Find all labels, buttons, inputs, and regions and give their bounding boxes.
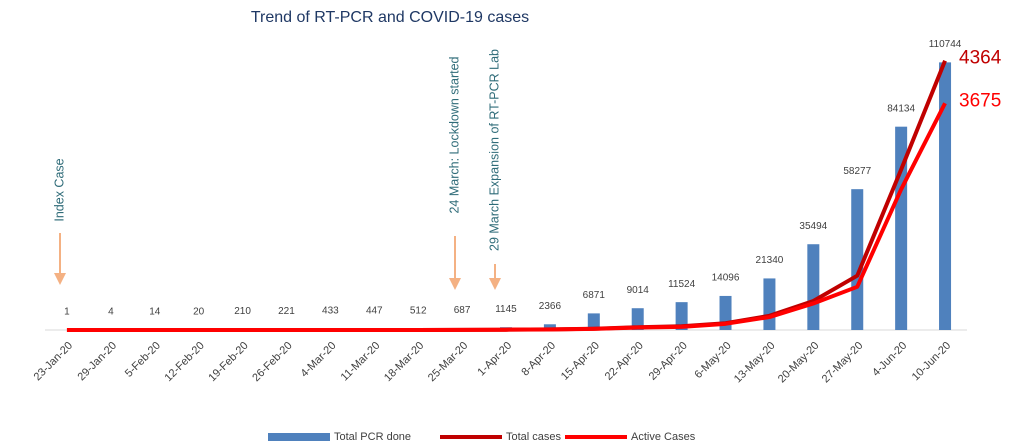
data-label: 11524 (668, 279, 696, 290)
x-tick-label: 27-May-20 (820, 340, 866, 386)
annotation: 29 March Expansion of RT-PCR Lab (487, 49, 501, 251)
data-label: 35494 (799, 221, 827, 232)
x-tick-label: 6-May-20 (692, 340, 733, 381)
x-tick-label: 5-Feb-20 (123, 340, 163, 380)
data-label: 447 (366, 306, 383, 317)
data-label: 14096 (712, 273, 740, 284)
annotation: Index Case (52, 158, 66, 221)
data-label: 4 (108, 307, 114, 318)
chart-title: Trend of RT-PCR and COVID-19 cases (251, 9, 529, 26)
data-label: 6871 (583, 290, 606, 301)
x-tick-label: 13-May-20 (732, 340, 778, 386)
bar (675, 302, 688, 330)
data-label: 221 (278, 306, 295, 317)
x-tick-label: 25-Mar-20 (426, 340, 470, 384)
bar (587, 313, 600, 330)
data-label: 210 (234, 306, 251, 317)
x-tick-label: 12-Feb-20 (162, 340, 206, 384)
x-tick-label: 29-Apr-20 (647, 340, 690, 383)
bar (543, 324, 556, 330)
data-label: 1 (64, 307, 70, 318)
bar (851, 189, 864, 330)
data-label: 14 (149, 307, 161, 318)
annotation-arrowhead (54, 273, 66, 285)
data-label: 84134 (887, 103, 915, 114)
bar (807, 244, 820, 330)
legend-swatch (268, 433, 330, 441)
data-label: 2366 (539, 301, 562, 312)
x-tick-label: 29-Jan-20 (76, 340, 120, 384)
data-label: 1145 (495, 304, 517, 315)
x-tick-label: 18-Mar-20 (382, 340, 426, 384)
x-tick-label: 15-Apr-20 (559, 340, 602, 383)
x-tick-label: 26-Feb-20 (250, 340, 294, 384)
data-label: 110744 (929, 39, 962, 50)
end-label: 3675 (959, 90, 1001, 111)
x-tick-label: 23-Jan-20 (32, 340, 76, 384)
legend-label: Total cases (506, 431, 562, 443)
legend-label: Total PCR done (334, 431, 411, 443)
x-tick-label: 10-Jun-20 (910, 340, 954, 384)
x-tick-label: 1-Apr-20 (475, 340, 514, 379)
annotation-arrowhead (489, 278, 501, 290)
data-label: 687 (454, 305, 471, 316)
annotation: 24 March: Lockdown started (447, 56, 461, 213)
annotation-arrowhead (449, 278, 461, 290)
x-tick-label: 20-May-20 (776, 340, 822, 386)
x-tick-label: 4-Mar-20 (299, 340, 339, 380)
bar (939, 62, 952, 331)
bar (763, 278, 776, 330)
data-label: 20 (193, 307, 205, 318)
x-tick-label: 19-Feb-20 (206, 340, 250, 384)
line (66, 102, 947, 332)
data-label: 58277 (843, 166, 871, 177)
legend-label: Active Cases (631, 431, 696, 443)
x-tick-label: 22-Apr-20 (603, 340, 646, 383)
end-label: 4364 (959, 48, 1002, 69)
data-label: 512 (410, 305, 427, 316)
data-label: 21340 (756, 255, 784, 266)
data-label: 433 (322, 306, 339, 317)
x-tick-label: 8-Apr-20 (519, 340, 558, 379)
bar (631, 308, 644, 330)
data-label: 9014 (627, 285, 650, 296)
x-tick-label: 4-Jun-20 (870, 340, 909, 379)
x-tick-label: 11-Mar-20 (339, 340, 383, 384)
